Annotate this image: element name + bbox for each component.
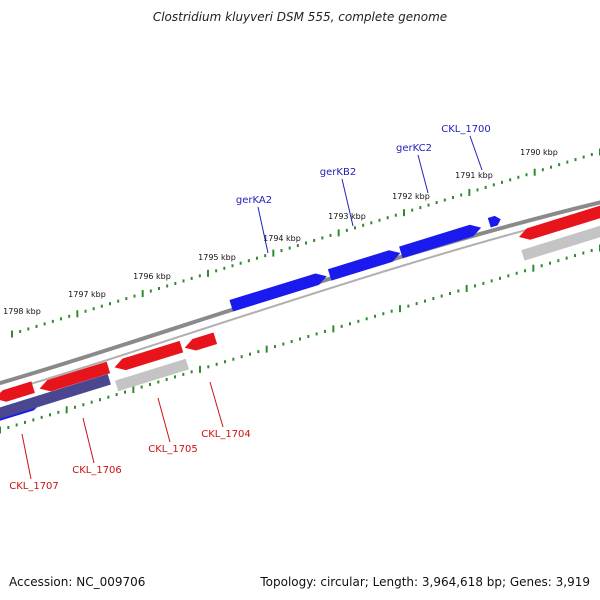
gene-label-forward[interactable]: CKL_1700: [441, 124, 491, 135]
label-leader: [341, 178, 354, 227]
gene-CKL_1707-reverse: [0, 381, 35, 402]
gene-dark-1706: [0, 374, 111, 419]
accession-text: Accession: NC_009706: [9, 575, 146, 589]
gene-pseudo-1705: [115, 358, 189, 392]
label-leader: [209, 381, 224, 428]
gene-label-forward[interactable]: gerKA2: [236, 195, 272, 206]
gene-label-reverse[interactable]: CKL_1707: [9, 481, 59, 492]
gene-CKL_1706: [39, 361, 111, 392]
label-leader: [469, 135, 483, 171]
label-leader: [257, 206, 269, 254]
kbp-label: 1796 kbp: [133, 272, 171, 281]
gene-pseudo-right: [521, 225, 600, 261]
kbp-label: 1798 kbp: [3, 307, 41, 316]
gene-gerKB2: [327, 250, 401, 281]
lower-tick-track: [0, 244, 600, 434]
gene-labels: CKL_1700gerKC2gerKB2gerKA2CKL_1704CKL_17…: [9, 124, 491, 492]
kbp-labels: 1790 kbp 1791 kbp 1792 kbp 1793 kbp 1794 kbp…: [3, 148, 558, 316]
kbp-label: 1795 kbp: [198, 253, 236, 262]
map-title: Clostridium kluyveri DSM 555, complete g…: [152, 10, 448, 24]
kbp-label: 1793 kbp: [328, 212, 366, 221]
gene-features: [0, 205, 600, 421]
label-leader: [417, 154, 429, 194]
gene-label-forward[interactable]: gerKB2: [320, 167, 356, 178]
label-leader: [82, 417, 95, 464]
gene-CKL_1704: [184, 332, 218, 351]
label-leader: [157, 397, 171, 443]
kbp-label: 1797 kbp: [68, 290, 106, 299]
kbp-label: 1792 kbp: [392, 192, 430, 201]
gene-CKL_1700: [487, 215, 501, 228]
gene-gerKA2: [229, 273, 327, 312]
kbp-label: 1794 kbp: [263, 234, 301, 243]
kbp-label: 1790 kbp: [520, 148, 558, 157]
gene-label-reverse[interactable]: CKL_1705: [148, 444, 198, 455]
gene-right-reverse: [518, 205, 600, 240]
gene-gerKC2: [399, 224, 482, 259]
upper-tick-track: [11, 148, 600, 338]
genome-backbone-inner: [0, 209, 600, 395]
gene-CKL_1705: [114, 340, 184, 371]
label-leader: [21, 433, 32, 480]
genome-summary-text: Topology: circular; Length: 3,964,618 bp…: [260, 575, 590, 589]
gene-label-forward[interactable]: gerKC2: [396, 143, 432, 154]
gene-label-reverse[interactable]: CKL_1704: [201, 429, 251, 440]
kbp-label: 1791 kbp: [455, 171, 493, 180]
gene-label-reverse[interactable]: CKL_1706: [72, 465, 122, 476]
